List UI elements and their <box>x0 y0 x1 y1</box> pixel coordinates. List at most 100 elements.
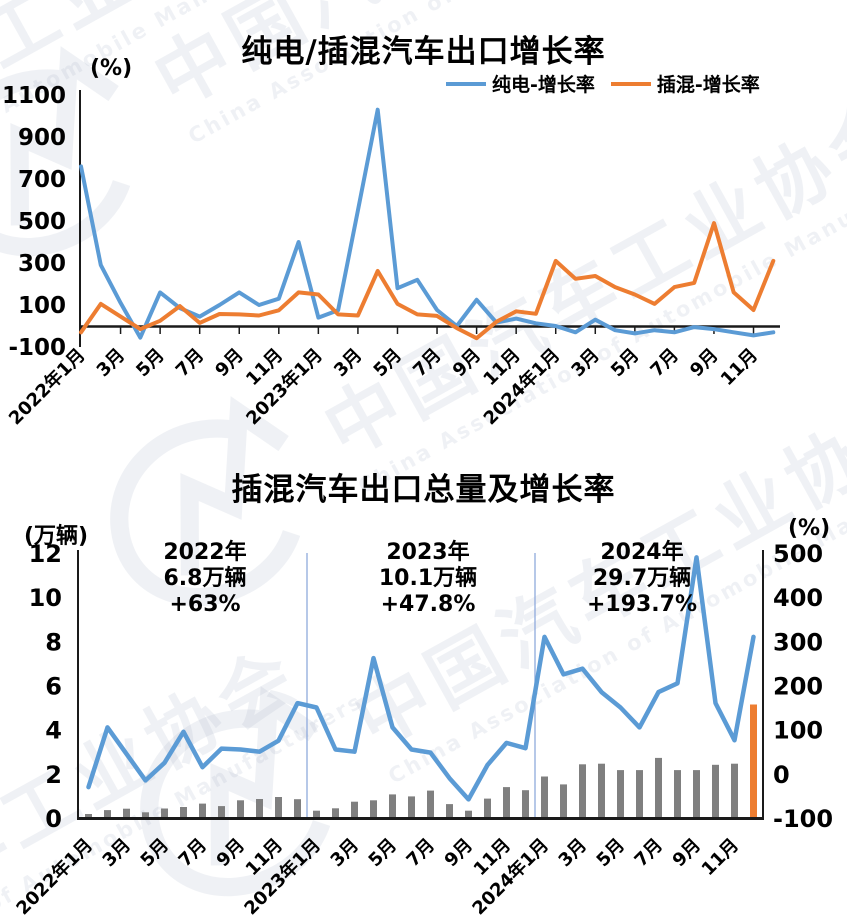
phev-line-swatch-icon <box>610 81 651 86</box>
bottom-left-tick-label: 2 <box>45 761 62 789</box>
volume-bar <box>351 801 358 819</box>
volume-bar <box>275 797 282 819</box>
bottom-chart-right-unit: (%) <box>788 516 831 541</box>
bottom-x-tick-label: 7月 <box>175 835 211 871</box>
top-y-tick-label: 100 <box>18 293 66 319</box>
top-x-tick-label: 11月 <box>717 345 762 390</box>
volume-bar <box>332 808 339 819</box>
volume-bar <box>427 790 434 819</box>
bottom-growth-line <box>86 555 756 802</box>
top-y-tick-label: 900 <box>18 125 66 151</box>
top-x-tick-label: 3月 <box>567 345 603 381</box>
top-y-tick-label: 1100 <box>2 83 66 109</box>
bottom-chart-left-unit: (万辆) <box>24 524 89 549</box>
legend-item-bev: 纯电-增长率 <box>446 70 595 97</box>
volume-bar <box>199 803 206 819</box>
volume-bar <box>161 808 168 819</box>
annotation-2023-growth: +47.8% <box>380 592 476 617</box>
top-x-tick-label: 7月 <box>172 345 208 381</box>
bottom-left-tick-label: 6 <box>45 673 62 701</box>
top-x-tick-label: 5月 <box>370 345 406 381</box>
top-x-tick-label: 5月 <box>607 345 643 381</box>
volume-bar <box>389 794 396 819</box>
bottom-x-tick-label: 11月 <box>698 835 743 880</box>
volume-bar <box>256 799 263 819</box>
bottom-x-tick-label: 5月 <box>365 835 401 871</box>
bottom-right-tick-label: 200 <box>773 672 823 700</box>
volume-bar <box>522 790 529 819</box>
volume-bar <box>560 784 567 819</box>
bottom-x-tick-label: 7月 <box>403 835 439 871</box>
bottom-left-tick-label: 8 <box>45 628 62 656</box>
volume-bar <box>655 757 662 819</box>
annotation-2023-total: 10.1万辆 <box>378 566 478 591</box>
bottom-right-tick-label: 500 <box>773 540 823 568</box>
legend-label-bev: 纯电-增长率 <box>492 74 595 96</box>
top-chart-y-unit: (%) <box>90 56 133 81</box>
volume-bar <box>617 770 624 819</box>
volume-bar <box>104 810 111 819</box>
top-y-tick-label: 500 <box>18 209 66 235</box>
top-chart-legend: 纯电-增长率 插混-增长率 <box>446 70 760 97</box>
top-chart-title: 纯电/插混汽车出口增长率 <box>241 34 606 70</box>
top-line-series-bev <box>79 107 776 340</box>
volume-bar <box>598 763 605 819</box>
bottom-right-tick-label: -100 <box>773 805 833 833</box>
volume-bar <box>503 787 510 819</box>
volume-bar <box>123 808 130 819</box>
bottom-right-tick-label: 0 <box>773 761 790 789</box>
annotation-2022-total: 6.8万辆 <box>163 566 247 591</box>
bev-line-swatch-icon <box>446 81 486 86</box>
volume-bar <box>579 764 586 819</box>
top-y-tick-label: 700 <box>18 167 66 193</box>
volume-bar <box>484 798 491 819</box>
top-y-tick-label: 300 <box>18 251 66 277</box>
legend-label-phev: 插混-增长率 <box>656 74 760 96</box>
bottom-x-tick-label: 5月 <box>593 835 629 871</box>
annotation-2023: 2023年 10.1万辆 +47.8% <box>338 540 518 618</box>
top-x-tick-label: 3月 <box>330 345 366 381</box>
top-x-tick-label: 7月 <box>409 345 445 381</box>
bottom-x-tick-label: 3月 <box>327 835 363 871</box>
volume-bar <box>446 804 453 819</box>
bottom-right-tick-label: 300 <box>773 628 823 656</box>
volume-bar-latest <box>750 704 757 819</box>
top-x-tick-label: 7月 <box>646 345 682 381</box>
volume-bar <box>674 770 681 819</box>
top-line-series-phev <box>79 221 776 341</box>
bottom-x-tick-label: 7月 <box>631 835 667 871</box>
annotation-2022-growth: +63% <box>169 592 241 617</box>
volume-bar <box>180 807 187 819</box>
legend-item-phev: 插混-增长率 <box>610 70 760 97</box>
annotation-2022: 2022年 6.8万辆 +63% <box>115 540 295 618</box>
bottom-right-tick-label: 400 <box>773 584 823 612</box>
bottom-x-tick-label: 3月 <box>555 835 591 871</box>
volume-bar <box>370 800 377 819</box>
volume-bar <box>636 770 643 819</box>
top-y-tick-label: -100 <box>8 335 66 361</box>
annotation-2024-year: 2024年 <box>600 540 684 565</box>
bottom-left-tick-label: 4 <box>45 717 62 745</box>
bottom-left-tick-label: 10 <box>29 584 62 612</box>
volume-bar <box>712 764 719 819</box>
bottom-left-tick-label: 12 <box>29 540 62 568</box>
volume-bar <box>693 770 700 819</box>
bottom-chart-title: 插混汽车出口总量及增长率 <box>231 472 616 508</box>
volume-bar <box>408 796 415 819</box>
volume-bar <box>237 800 244 819</box>
annotation-2024-total: 29.7万辆 <box>592 566 692 591</box>
annotation-2024-growth: +193.7% <box>586 592 698 617</box>
annotation-2022-year: 2022年 <box>163 540 247 565</box>
bottom-x-tick-label: 3月 <box>99 835 135 871</box>
top-x-tick-label: 3月 <box>93 345 129 381</box>
volume-bar <box>142 812 149 819</box>
volume-bar <box>541 776 548 819</box>
annotation-2023-year: 2023年 <box>386 540 470 565</box>
volume-bar <box>313 810 320 819</box>
bottom-x-tick-label: 2022年1月 <box>12 834 97 915</box>
volume-bar <box>85 814 92 819</box>
bottom-right-tick-label: 100 <box>773 717 823 745</box>
volume-bar <box>218 806 225 819</box>
bottom-x-tick-label: 5月 <box>137 835 173 871</box>
